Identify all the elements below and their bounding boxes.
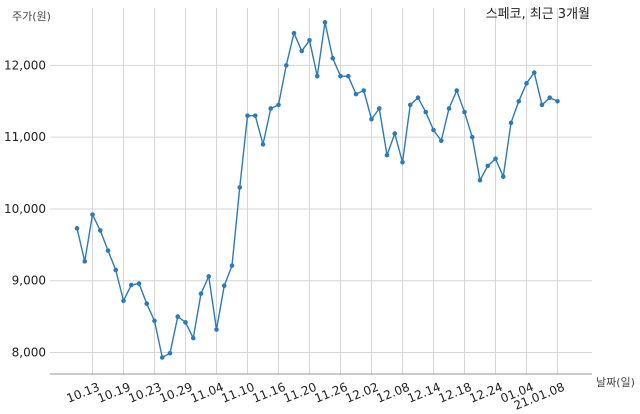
x-axis-label: 날짜(일)	[596, 375, 635, 389]
data-point	[338, 73, 343, 79]
data-point	[493, 156, 498, 162]
data-point	[307, 37, 312, 43]
x-tick-labels: 10.1310.1910.2310.2911.0411.1011.1611.20…	[65, 380, 567, 413]
data-point	[82, 259, 88, 264]
data-point	[206, 274, 212, 279]
data-point	[485, 163, 491, 169]
data-point	[229, 263, 235, 268]
price-series	[74, 20, 560, 360]
data-point	[438, 138, 444, 144]
y-tick-labels: 8,000 9,000 10,000 11,000 12,000	[4, 58, 46, 359]
data-point	[214, 327, 219, 332]
data-point	[423, 109, 429, 115]
data-point	[376, 106, 382, 111]
y-tick-label: 12,000	[4, 58, 46, 72]
data-point	[136, 281, 142, 286]
data-point	[384, 152, 390, 158]
data-point	[415, 95, 421, 101]
data-point	[299, 48, 305, 54]
data-point	[237, 185, 243, 190]
y-tick-label: 8,000	[12, 345, 46, 359]
data-point	[353, 91, 359, 97]
data-point	[291, 30, 297, 36]
data-point	[454, 88, 460, 93]
data-point	[539, 102, 545, 108]
data-point	[198, 291, 204, 296]
data-point	[159, 355, 165, 360]
data-point	[531, 70, 537, 75]
data-point	[113, 267, 119, 273]
data-point	[555, 98, 560, 104]
data-point	[221, 283, 227, 289]
data-point	[462, 109, 467, 115]
data-point	[446, 106, 452, 111]
data-point	[105, 248, 111, 253]
data-point	[400, 159, 405, 165]
data-point	[508, 120, 514, 126]
series-line	[76, 22, 558, 359]
data-point	[314, 73, 320, 79]
grid-lines	[50, 8, 592, 374]
data-point	[369, 116, 374, 122]
data-point	[128, 282, 134, 288]
data-point	[252, 113, 258, 118]
y-tick-label: 9,000	[12, 274, 46, 288]
data-point	[516, 98, 522, 104]
data-point	[500, 174, 506, 179]
data-point	[283, 63, 289, 68]
data-point	[345, 73, 351, 79]
data-point	[175, 314, 181, 319]
data-point	[245, 113, 250, 118]
chart-title: 스페코, 최근 3개월	[486, 7, 590, 22]
data-point	[547, 95, 553, 101]
data-point	[183, 320, 188, 325]
data-point	[144, 301, 150, 306]
data-point	[121, 298, 126, 304]
data-point	[524, 81, 529, 86]
data-point	[260, 142, 266, 147]
data-point	[97, 228, 103, 233]
y-axis-label: 주가(원)	[12, 10, 51, 23]
data-point	[330, 55, 336, 61]
data-point	[322, 20, 328, 25]
y-tick-label: 11,000	[4, 130, 46, 144]
data-point	[167, 350, 173, 356]
data-point	[361, 88, 367, 93]
data-point	[469, 134, 475, 140]
data-point	[74, 226, 80, 231]
data-point	[392, 131, 398, 136]
data-point	[268, 106, 274, 111]
data-point	[190, 335, 196, 341]
data-point	[407, 102, 413, 108]
data-point	[90, 212, 95, 217]
data-point	[276, 102, 281, 108]
y-tick-label: 10,000	[4, 202, 46, 216]
data-point	[431, 127, 436, 133]
data-point	[477, 177, 483, 183]
data-point	[152, 318, 157, 324]
